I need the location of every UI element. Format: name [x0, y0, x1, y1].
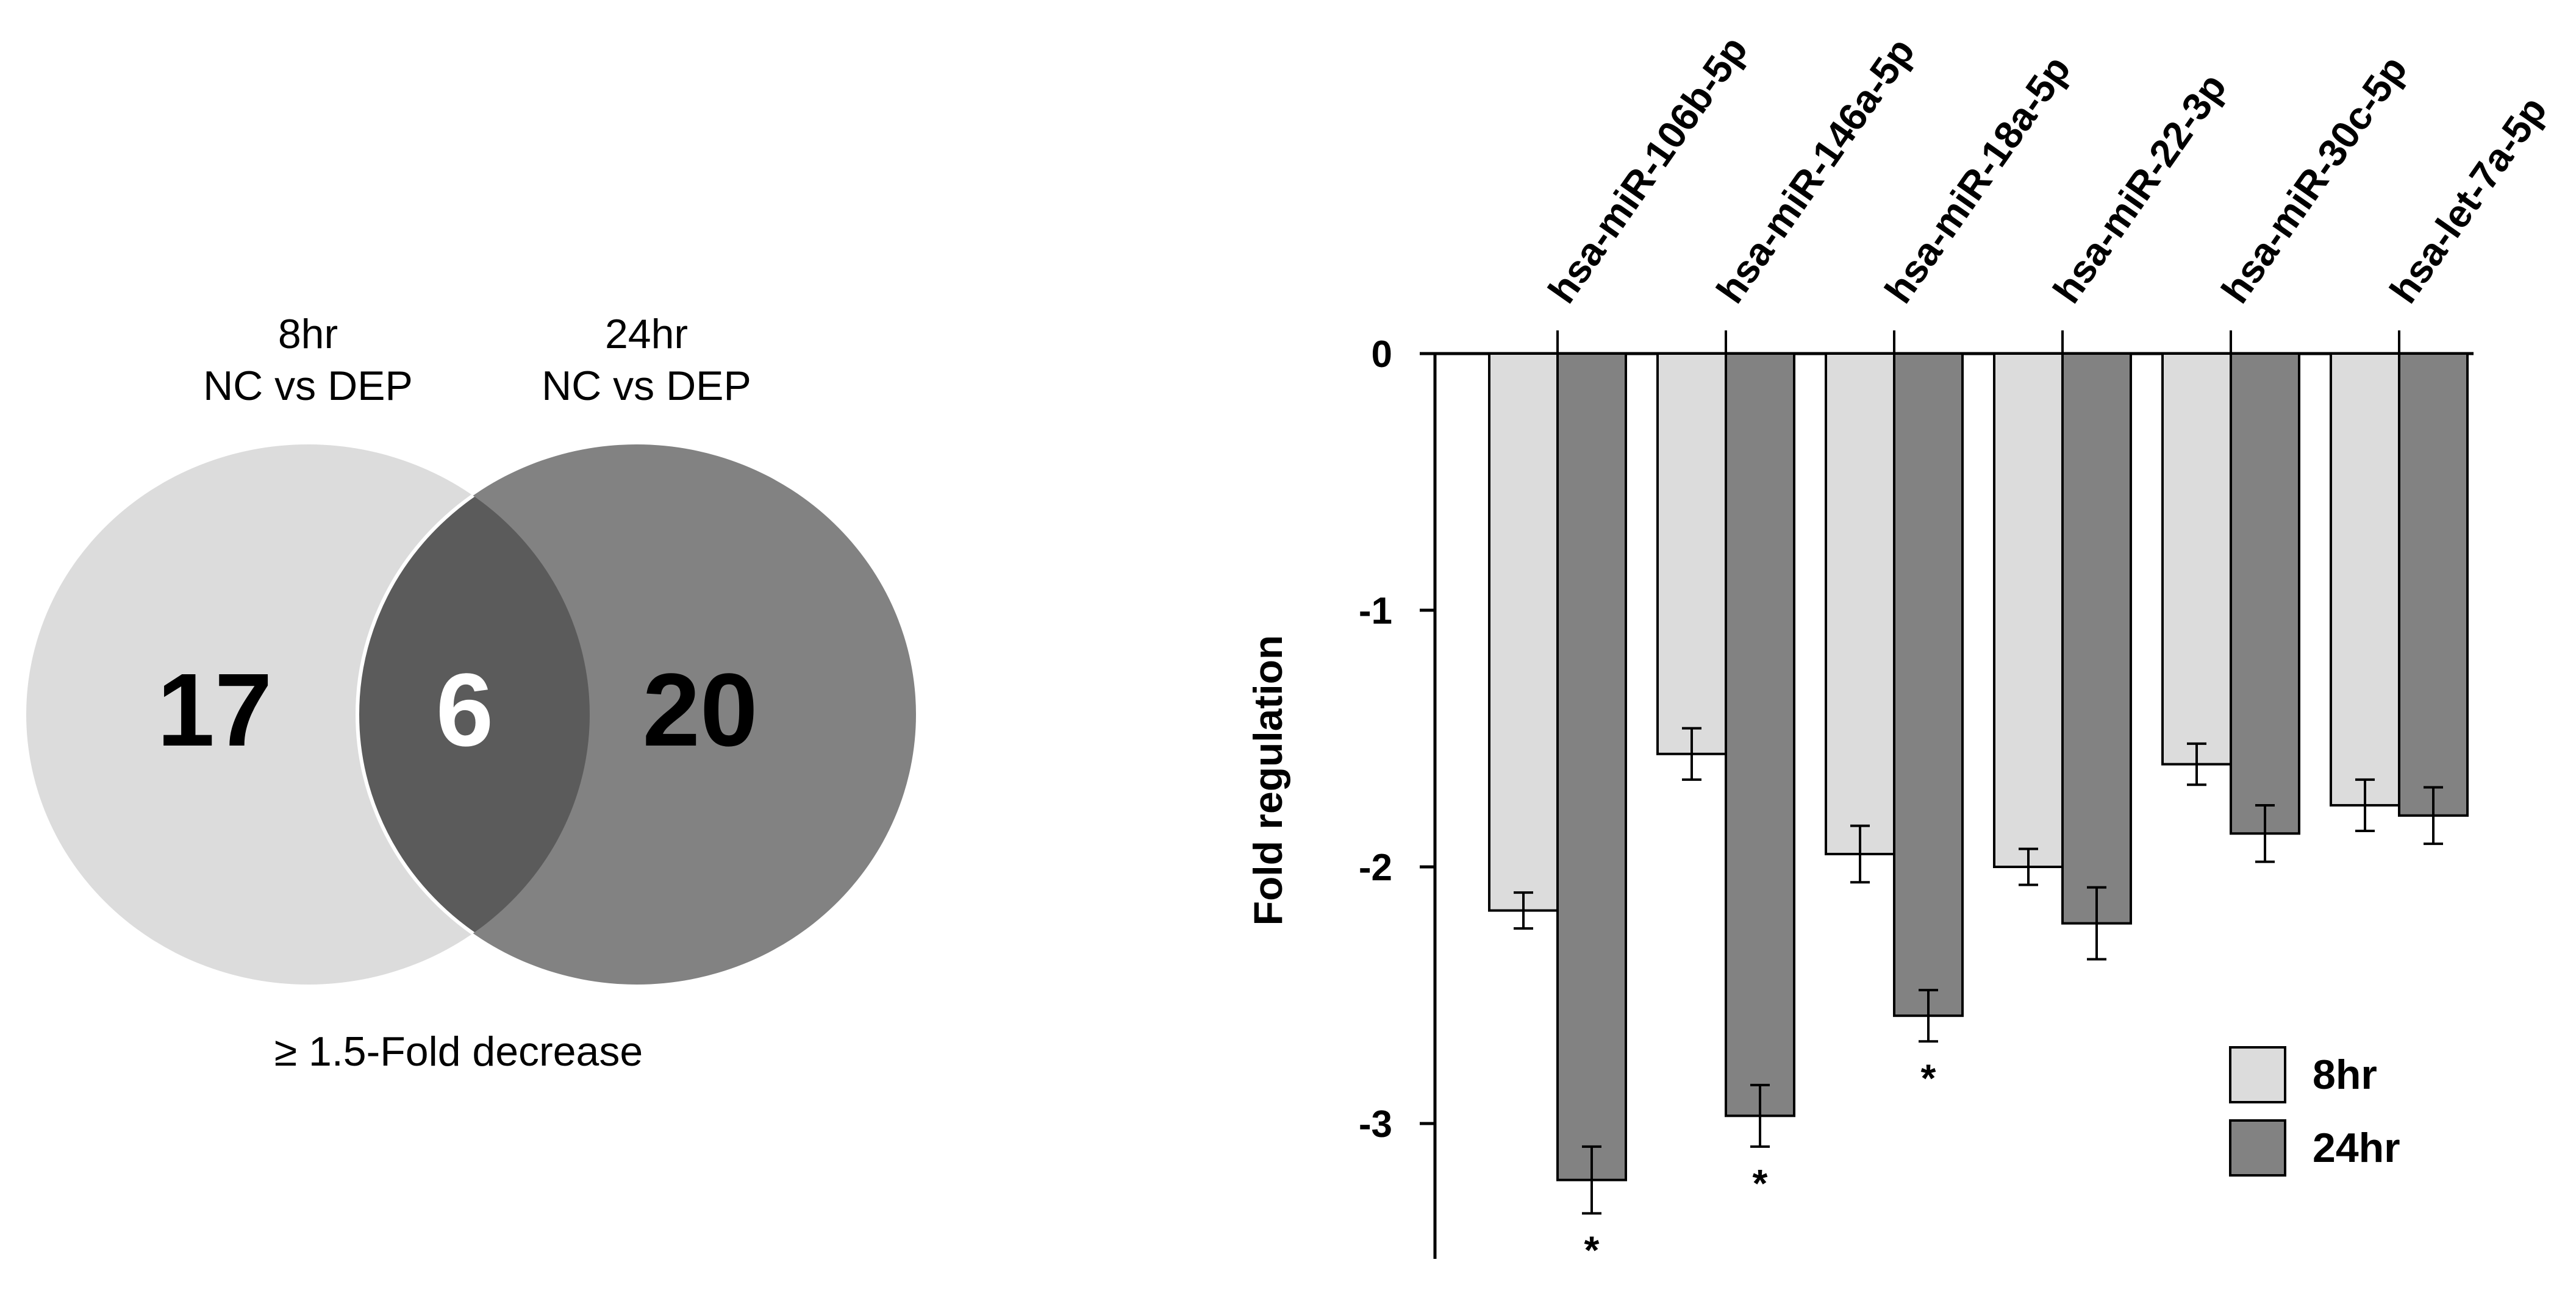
legend-swatch-24hr	[2229, 1119, 2286, 1177]
bar-24hr-hsa-miR-146a-5p	[1725, 352, 1795, 1117]
y-tick-label: -1	[1359, 590, 1392, 632]
bar-24hr-hsa-let-7a-5p	[2398, 352, 2469, 817]
category-label: hsa-miR-22-3p	[2044, 65, 2234, 311]
legend-swatch-8hr	[2229, 1046, 2286, 1103]
y-tick-label: -2	[1359, 847, 1392, 889]
y-ticks: 0 -1 -2 -3	[1359, 333, 1435, 1145]
y-axis-title: Fold regulation	[1245, 635, 1290, 926]
category-label: hsa-miR-30c-5p	[2213, 48, 2415, 311]
venn-overlap-region	[356, 444, 590, 985]
venn-caption: ≥ 1.5-Fold decrease	[274, 1028, 643, 1075]
venn-right-title-line1: 24hr	[605, 311, 688, 357]
venn-right-title-line2: NC vs DEP	[542, 363, 751, 409]
significance-star: *	[1921, 1056, 1936, 1100]
bar-8hr-hsa-miR-106b-5p	[1488, 352, 1559, 912]
significance-markers: * * *	[1584, 1056, 1936, 1272]
bar-8hr-hsa-miR-146a-5p	[1656, 352, 1727, 755]
legend-label: 24hr	[2313, 1125, 2400, 1171]
category-label: hsa-miR-18a-5p	[1876, 48, 2078, 311]
venn-diagram: 8hr NC vs DEP 24hr NC vs DEP 17 6 20 ≥ 1…	[26, 311, 916, 1075]
category-labels: hsa-miR-106b-5phsa-miR-146a-5phsa-miR-18…	[1539, 28, 2555, 311]
category-label: hsa-let-7a-5p	[2381, 88, 2555, 311]
bar-24hr-hsa-miR-18a-5p	[1893, 352, 1964, 1017]
significance-star: *	[1584, 1228, 1600, 1272]
legend-label: 8hr	[2313, 1052, 2377, 1098]
bar-8hr-hsa-miR-30c-5p	[2161, 352, 2232, 766]
legend: 8hr 24hr	[2229, 1046, 2400, 1177]
significance-star: *	[1753, 1161, 1768, 1205]
bar-8hr-hsa-let-7a-5p	[2330, 352, 2400, 807]
venn-overlap-count: 6	[436, 652, 494, 768]
venn-left-title-line1: 8hr	[278, 311, 338, 357]
bar-8hr-hsa-miR-22-3p	[1993, 352, 2064, 868]
bar-8hr-hsa-miR-18a-5p	[1825, 352, 1895, 855]
bar-24hr-hsa-miR-22-3p	[2061, 352, 2132, 925]
venn-right-count: 20	[642, 652, 757, 768]
venn-left-count: 17	[157, 652, 272, 768]
venn-left-title-line2: NC vs DEP	[203, 363, 413, 409]
bar-24hr-hsa-miR-106b-5p	[1556, 352, 1627, 1181]
y-tick-label: -3	[1359, 1103, 1392, 1145]
y-tick-label: 0	[1372, 333, 1392, 376]
bar-chart: 0 -1 -2 -3 Fold regulation hsa-miR-106b-5ph…	[1245, 28, 2555, 1272]
bars	[1488, 330, 2469, 1215]
bar-24hr-hsa-miR-30c-5p	[2230, 352, 2300, 835]
